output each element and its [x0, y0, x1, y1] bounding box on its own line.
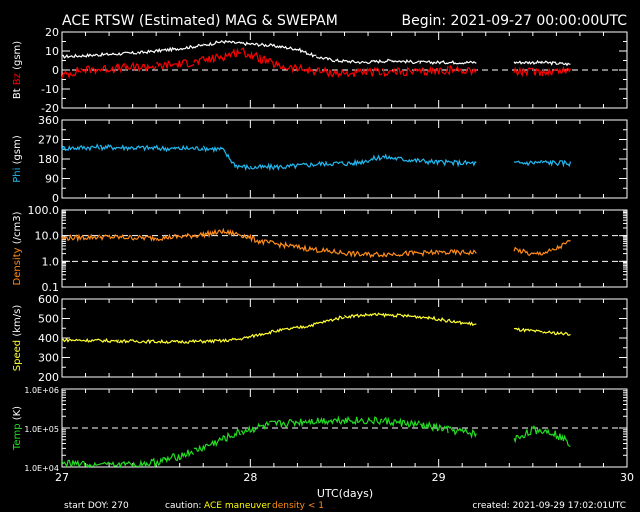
speed-y-tick-label: 200 [38, 371, 59, 384]
mag-y-tick-label: -20 [41, 102, 59, 115]
x-axis-label: UTC(days) [317, 487, 373, 500]
caution-label: caution: [165, 501, 201, 511]
phi-y-tick-label: 0 [52, 192, 59, 205]
mag-y-tick-label: 0 [52, 64, 59, 77]
series-temp [61, 415, 571, 469]
y-label-part: (gsm) [12, 41, 23, 73]
temp-y-tick-label: 1.0E+05 [24, 425, 59, 434]
mag-y-tick-label: 10 [45, 45, 59, 58]
panels: -20 -10 0 10 20 Bt Bz (gsm) 0 90 180 270 360 Phi (g… [12, 26, 634, 484]
series-speed [61, 312, 571, 345]
mag-y-axis-label: Bt Bz (gsm) [12, 41, 23, 99]
begin-time: Begin: 2021-09-27 00:00:00UTC [402, 13, 628, 29]
panel-speed: 200 300 400 500 600 Speed (km/s) [12, 293, 628, 384]
x-tick-label: 28 [243, 471, 257, 484]
phi-y-tick-label: 360 [38, 114, 59, 127]
mag-y-tick-label: 20 [45, 26, 59, 39]
start-doy: start DOY: 270 [64, 501, 129, 511]
speed-y-tick-label: 400 [38, 332, 59, 345]
temp-y-axis-label: Temp (K) [12, 406, 23, 451]
speed-y-tick-label: 300 [38, 352, 59, 365]
y-label-part: Bz [12, 73, 23, 88]
density-y-axis-label: Density (/cm3) [12, 211, 23, 285]
mag-y-tick-label: -10 [41, 83, 59, 96]
chart-title: ACE RTSW (Estimated) MAG & SWEPAM [62, 13, 338, 29]
y-label-part: Speed [12, 340, 23, 371]
series-density [61, 227, 571, 259]
panel-temp: 1.0E+04 1.0E+05 1.0E+06 Temp (K) [12, 386, 628, 473]
series-bz [61, 47, 572, 80]
panel-mag: -20 -10 0 10 20 Bt Bz (gsm) [12, 26, 628, 115]
panel-phi: 0 90 180 270 360 Phi (gsm) [12, 114, 628, 205]
caution-density: density < 1 [272, 501, 324, 511]
phi-y-tick-label: 180 [38, 153, 59, 166]
speed-frame [61, 298, 628, 378]
temp-y-tick-label: 1.0E+04 [24, 464, 59, 473]
caution-maneuver: ACE maneuver [204, 501, 271, 511]
y-label-part: Temp [12, 423, 23, 451]
phi-frame [61, 119, 628, 199]
phi-y-tick-label: 270 [38, 134, 59, 147]
panel-density: 0.1 1.0 10.0 100.0 Density (/cm3) [12, 204, 628, 294]
temp-y-tick-label: 1.0E+06 [24, 386, 59, 395]
series-phi [61, 143, 572, 172]
density-y-tick-label: 100.0 [28, 204, 60, 217]
y-label-part: Density [12, 247, 23, 285]
y-label-part: Phi [12, 168, 23, 183]
y-label-part: (km/s) [12, 305, 23, 340]
phi-y-tick-label: 90 [45, 173, 59, 186]
y-label-part: (/cm3) [12, 211, 23, 247]
y-label-part: (gsm) [12, 135, 23, 167]
created-time: created: 2021-09-29 17:02:01UTC [472, 501, 626, 511]
density-y-tick-label: 0.1 [42, 281, 60, 294]
speed-y-tick-label: 600 [38, 293, 59, 306]
y-label-part: Bt [12, 88, 23, 99]
speed-y-tick-label: 500 [38, 313, 59, 326]
phi-y-axis-label: Phi (gsm) [12, 135, 23, 183]
x-tick-label: 27 [55, 471, 69, 484]
density-y-tick-label: 10.0 [35, 230, 60, 243]
density-frame [61, 209, 628, 288]
speed-y-axis-label: Speed (km/s) [12, 305, 23, 372]
x-tick-label: 29 [432, 471, 446, 484]
series-bt [61, 39, 571, 67]
x-tick-label: 30 [620, 471, 634, 484]
y-label-part: (K) [12, 406, 23, 424]
density-y-tick-label: 1.0 [42, 255, 60, 268]
